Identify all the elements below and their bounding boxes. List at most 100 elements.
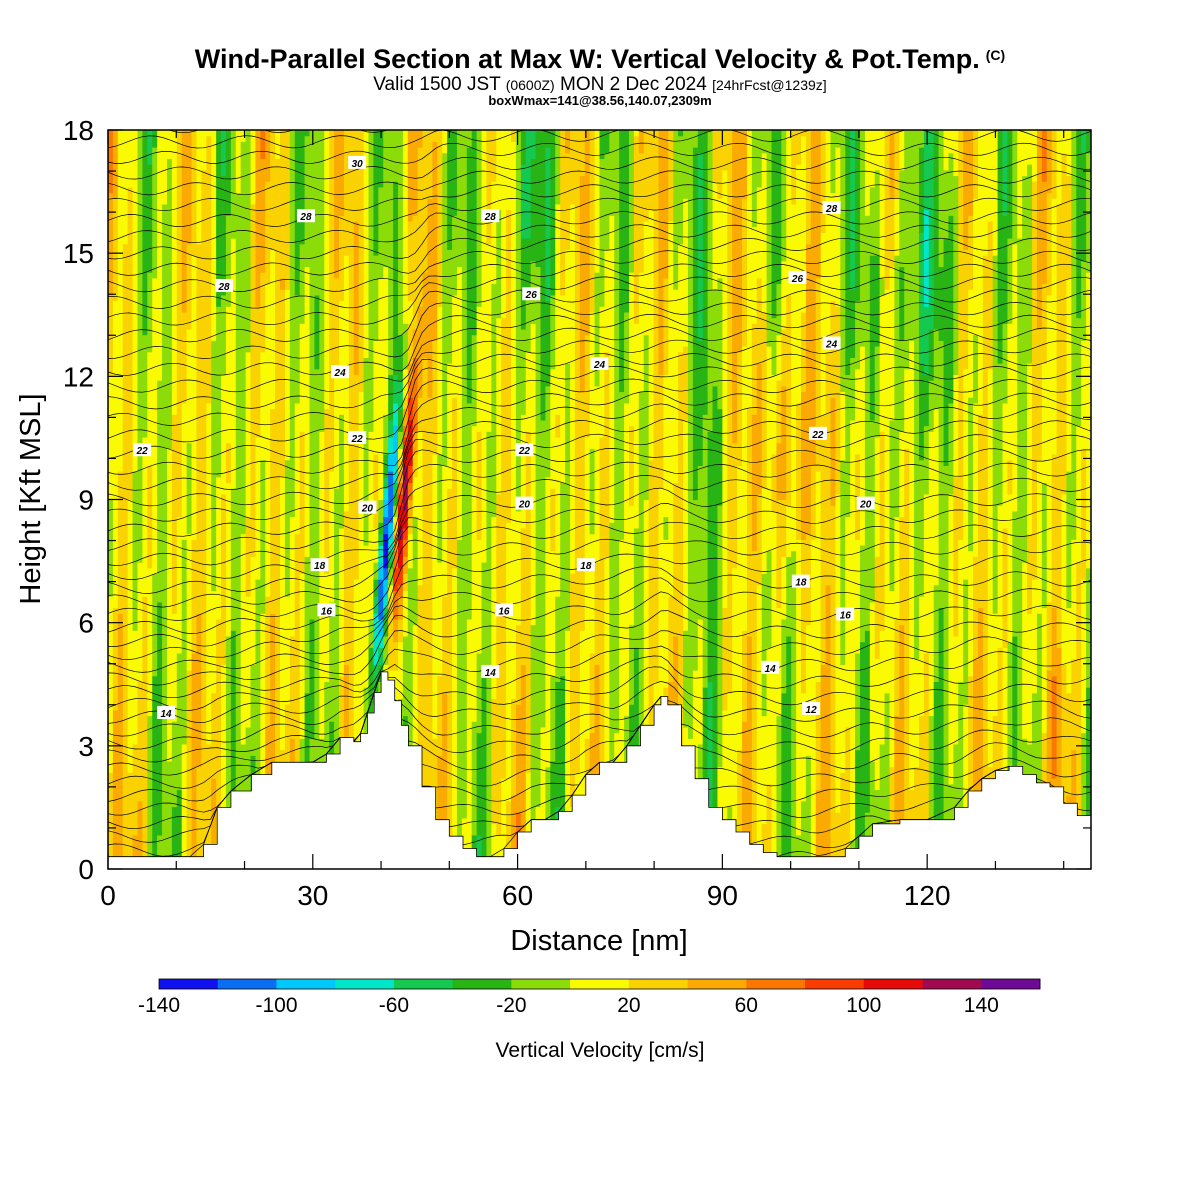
field-cell <box>133 437 139 443</box>
field-cell <box>201 403 207 409</box>
field-cell <box>133 738 139 744</box>
field-cell <box>192 659 198 665</box>
field-cell <box>137 801 143 807</box>
field-cell <box>167 522 173 528</box>
field-cell <box>216 136 222 142</box>
field-cell <box>113 352 119 358</box>
field-cell <box>142 352 148 358</box>
field-cell <box>231 357 237 363</box>
field-cell <box>118 767 124 773</box>
field-cell <box>251 465 257 471</box>
field-cell <box>236 522 242 528</box>
field-cell <box>236 647 242 653</box>
field-cell <box>142 318 148 324</box>
field-cell <box>182 431 188 437</box>
field-cell <box>251 738 257 744</box>
field-cell <box>201 346 207 352</box>
field-cell <box>137 738 143 744</box>
field-cell <box>280 437 286 443</box>
field-cell <box>196 409 202 415</box>
field-cell <box>290 545 296 551</box>
field-cell <box>196 431 202 437</box>
field-cell <box>182 227 188 233</box>
field-cell <box>236 397 242 403</box>
field-cell <box>123 755 129 761</box>
field-cell <box>167 295 173 301</box>
field-cell <box>216 238 222 244</box>
field-cell <box>251 562 257 568</box>
field-cell <box>216 346 222 352</box>
field-cell <box>241 130 247 136</box>
field-cell <box>113 551 119 557</box>
field-cell <box>226 659 232 665</box>
field-cell <box>201 204 207 210</box>
field-cell <box>177 789 183 795</box>
field-cell <box>167 397 173 403</box>
field-cell <box>196 352 202 358</box>
field-cell <box>221 323 227 329</box>
field-cell <box>182 414 188 420</box>
field-cell <box>221 193 227 199</box>
field-cell <box>265 482 271 488</box>
field-cell <box>231 647 237 653</box>
field-cell <box>196 482 202 488</box>
field-cell <box>265 488 271 494</box>
field-cell <box>187 329 193 335</box>
field-cell <box>128 266 134 272</box>
field-cell <box>211 704 217 710</box>
field-cell <box>285 625 291 631</box>
field-cell <box>133 477 139 483</box>
field-cell <box>290 738 296 744</box>
field-cell <box>118 210 124 216</box>
field-cell <box>275 193 281 199</box>
field-cell <box>172 318 178 324</box>
field-cell <box>251 625 257 631</box>
field-cell <box>280 210 286 216</box>
field-cell <box>290 443 296 449</box>
field-cell <box>241 659 247 665</box>
field-cell <box>211 778 217 784</box>
field-cell <box>201 681 207 687</box>
field-cell <box>142 335 148 341</box>
field-cell <box>275 357 281 363</box>
field-cell <box>137 608 143 614</box>
field-cell <box>142 841 148 847</box>
field-cell <box>192 170 198 176</box>
field-cell <box>177 761 183 767</box>
field-cell <box>108 374 114 380</box>
field-cell <box>113 693 119 699</box>
field-cell <box>265 289 271 295</box>
field-cell <box>137 716 143 722</box>
field-cell <box>236 733 242 739</box>
field-cell <box>187 232 193 238</box>
field-cell <box>226 784 232 790</box>
field-cell <box>285 551 291 557</box>
field-cell <box>246 158 252 164</box>
field-cell <box>147 136 153 142</box>
field-cell <box>172 391 178 397</box>
field-cell <box>128 346 134 352</box>
field-cell <box>128 318 134 324</box>
field-cell <box>236 391 242 397</box>
field-cell <box>152 806 158 812</box>
field-cell <box>285 357 291 363</box>
field-cell <box>133 409 139 415</box>
field-cell <box>142 409 148 415</box>
field-cell <box>137 170 143 176</box>
field-cell <box>137 374 143 380</box>
field-cell <box>280 568 286 574</box>
field-cell <box>206 551 212 557</box>
field-cell <box>255 505 261 511</box>
field-cell <box>196 755 202 761</box>
field-cell <box>162 630 168 636</box>
field-cell <box>147 471 153 477</box>
field-cell <box>265 193 271 199</box>
field-cell <box>162 590 168 596</box>
field-cell <box>157 585 163 591</box>
field-cell <box>147 147 153 153</box>
field-cell <box>108 272 114 278</box>
field-cell <box>118 261 124 267</box>
field-cell <box>270 283 276 289</box>
field-cell <box>157 556 163 562</box>
field-cell <box>133 170 139 176</box>
